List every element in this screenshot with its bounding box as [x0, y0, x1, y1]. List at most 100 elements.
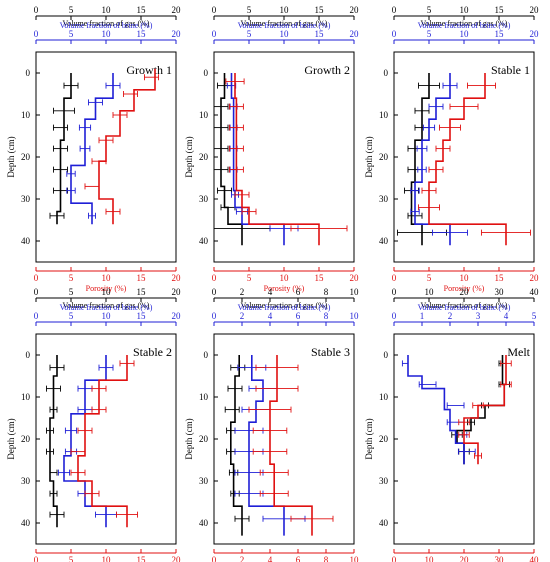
gas-tick-label: 8 [324, 287, 329, 297]
porosity-tick-label: 10 [102, 555, 112, 562]
porosity-tick-label: 15 [137, 273, 147, 283]
depth-tick-label: 20 [199, 152, 209, 162]
porosity-axis-label: Porosity (%) [86, 284, 127, 293]
brine-tick-label: 20 [172, 311, 182, 321]
porosity-profile-line [234, 73, 320, 246]
depth-tick-label: 40 [379, 518, 389, 528]
depth-tick-label: 20 [21, 152, 31, 162]
gas-profile-line [220, 73, 243, 246]
porosity-tick-label: 2 [240, 555, 245, 562]
brine-tick-label: 2 [448, 311, 453, 321]
gas-tick-label: 30 [495, 287, 505, 297]
brine-axis-label: Volume fraction of brine (%) [60, 21, 153, 30]
porosity-tick-label: 5 [247, 273, 252, 283]
gas-tick-label: 40 [530, 287, 540, 297]
gas-tick-label: 0 [212, 5, 217, 15]
porosity-tick-label: 10 [102, 273, 112, 283]
brine-tick-label: 0 [212, 311, 217, 321]
depth-tick-label: 20 [379, 152, 389, 162]
gas-axis-label: Volume fraction of gas (%) [421, 301, 508, 310]
brine-tick-label: 5 [69, 311, 74, 321]
depth-tick-label: 10 [379, 110, 389, 120]
brine-axis-label: Volume fraction of brine (%) [418, 303, 511, 312]
brine-axis-label: Volume fraction of brine (%) [60, 303, 153, 312]
depth-tick-label: 40 [199, 518, 209, 528]
brine-tick-label: 10 [350, 311, 360, 321]
porosity-axis-label: Porosity (%) [444, 284, 485, 293]
depth-tick-label: 30 [379, 194, 389, 204]
brine-tick-label: 15 [315, 29, 325, 39]
depth-tick-label: 0 [204, 68, 209, 78]
panel-title: Stable 3 [311, 345, 350, 359]
porosity-tick-label: 15 [315, 273, 325, 283]
depth-tick-label: 10 [199, 392, 209, 402]
gas-tick-label: 6 [296, 287, 301, 297]
porosity-tick-label: 20 [530, 273, 540, 283]
brine-tick-label: 3 [476, 311, 481, 321]
gas-tick-label: 15 [137, 287, 147, 297]
porosity-profile-line [98, 68, 156, 225]
panel-stable-2: 0 5 10 15 20 Volume fraction of gas (%) 0 5 10 15… [6, 287, 181, 562]
depth-tick-label: 10 [21, 110, 31, 120]
brine-tick-label: 10 [102, 29, 112, 39]
brine-tick-label: 5 [247, 29, 252, 39]
porosity-tick-label: 15 [495, 273, 505, 283]
gas-tick-label: 0 [392, 287, 397, 297]
depth-tick-label: 0 [26, 68, 31, 78]
depth-axis-label: Depth (cm) [184, 136, 194, 177]
gas-tick-label: 20 [350, 5, 360, 15]
gas-tick-label: 5 [247, 5, 252, 15]
porosity-profile-line [428, 73, 507, 246]
depth-tick-label: 30 [379, 476, 389, 486]
gas-tick-label: 15 [495, 5, 505, 15]
brine-tick-label: 2 [240, 311, 245, 321]
depth-tick-label: 10 [199, 110, 209, 120]
panel-title: Growth 2 [304, 63, 350, 77]
brine-profile-line [230, 73, 285, 246]
brine-tick-label: 8 [324, 311, 329, 321]
brine-tick-label: 5 [427, 29, 432, 39]
gas-tick-label: 0 [34, 287, 39, 297]
porosity-tick-label: 5 [69, 555, 74, 562]
depth-tick-label: 10 [21, 392, 31, 402]
porosity-profile-line [269, 355, 313, 536]
panel-title: Growth 1 [126, 63, 172, 77]
panel-title: Stable 1 [491, 63, 530, 77]
gas-tick-label: 5 [69, 287, 74, 297]
gas-tick-label: 5 [69, 5, 74, 15]
brine-tick-label: 6 [296, 311, 301, 321]
porosity-tick-label: 30 [495, 555, 505, 562]
brine-tick-label: 0 [392, 29, 397, 39]
brine-tick-label: 20 [172, 29, 182, 39]
depth-tick-label: 0 [204, 350, 209, 360]
porosity-tick-label: 5 [69, 273, 74, 283]
porosity-tick-label: 20 [350, 273, 360, 283]
gas-tick-label: 10 [102, 5, 112, 15]
gas-tick-label: 0 [212, 287, 217, 297]
brine-axis-label: Volume fraction of brine (%) [238, 21, 331, 30]
panel-stable-3: 0 2 4 6 8 10 Volume fraction of gas (%) 0 2 4 6 8 10… [184, 287, 359, 562]
brine-tick-label: 10 [102, 311, 112, 321]
brine-profile-line [407, 355, 465, 465]
gas-tick-label: 2 [240, 287, 245, 297]
gas-tick-label: 20 [172, 287, 182, 297]
gas-profile-line [49, 355, 58, 528]
porosity-tick-label: 10 [280, 273, 290, 283]
gas-axis-label: Volume fraction of gas (%) [63, 19, 150, 28]
gas-profile-line [56, 73, 72, 225]
panel-growth-1: 0 5 10 15 20 Volume fraction of gas (%) 0 5 10 15… [6, 5, 181, 293]
brine-profile-line [63, 355, 107, 528]
porosity-tick-label: 0 [34, 273, 39, 283]
porosity-tick-label: 6 [296, 555, 301, 562]
depth-axis-label: Depth (cm) [184, 418, 194, 459]
porosity-tick-label: 8 [324, 555, 329, 562]
gas-tick-label: 10 [280, 5, 290, 15]
porosity-tick-label: 15 [137, 555, 147, 562]
brine-axis-label: Volume fraction of brine (%) [238, 303, 331, 312]
depth-axis-label: Depth (cm) [364, 136, 374, 177]
brine-tick-label: 5 [532, 311, 537, 321]
depth-tick-label: 30 [21, 194, 31, 204]
brine-tick-label: 15 [137, 29, 147, 39]
brine-tick-label: 10 [280, 29, 290, 39]
brine-tick-label: 0 [392, 311, 397, 321]
